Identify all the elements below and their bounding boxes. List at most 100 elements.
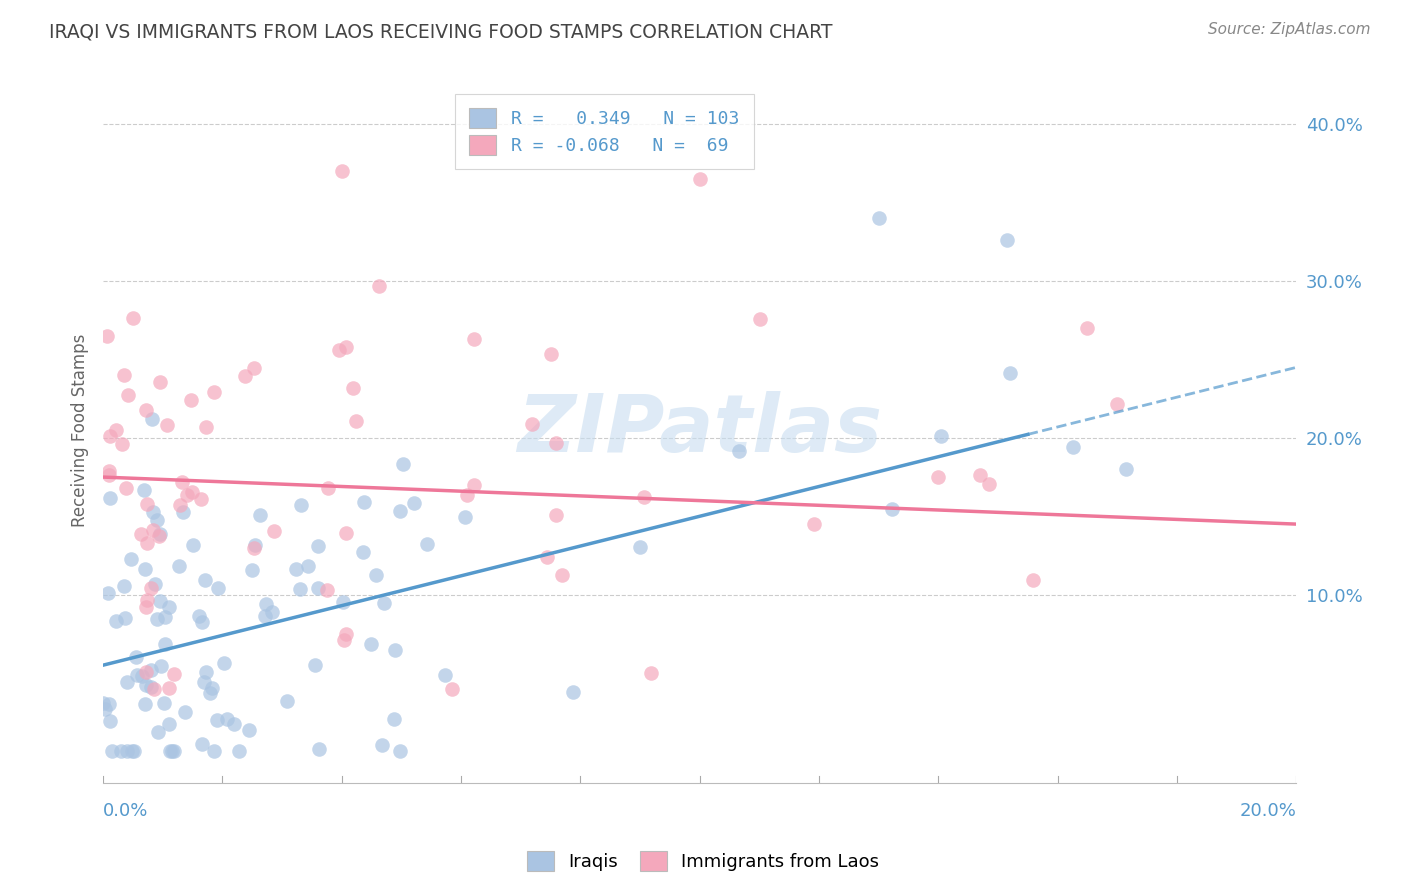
Point xyxy=(193,675,215,690)
Point xyxy=(328,343,350,357)
Point xyxy=(141,412,163,426)
Point xyxy=(136,497,159,511)
Point xyxy=(353,495,375,509)
Point xyxy=(238,723,260,738)
Point xyxy=(249,508,271,522)
Point xyxy=(104,614,127,628)
Point xyxy=(1076,321,1098,335)
Point xyxy=(367,279,389,293)
Point xyxy=(242,361,264,376)
Point xyxy=(141,581,163,595)
Point xyxy=(640,665,662,680)
Point xyxy=(304,658,326,673)
Point xyxy=(112,578,135,592)
Point xyxy=(551,567,574,582)
Point xyxy=(135,665,157,680)
Point xyxy=(1105,397,1128,411)
Point xyxy=(463,332,485,346)
Point xyxy=(156,417,179,432)
Point xyxy=(180,485,202,500)
Point xyxy=(163,667,186,681)
Point xyxy=(148,529,170,543)
Point xyxy=(307,540,329,554)
Point xyxy=(388,504,411,518)
Point xyxy=(155,637,177,651)
Point xyxy=(335,525,357,540)
Point xyxy=(254,609,277,624)
Text: 20.0%: 20.0% xyxy=(1240,802,1296,820)
Point xyxy=(125,668,148,682)
Point xyxy=(260,605,283,619)
Point xyxy=(157,717,180,731)
Point xyxy=(228,744,250,758)
Point xyxy=(1115,462,1137,476)
Point xyxy=(360,637,382,651)
Point xyxy=(373,596,395,610)
Point xyxy=(131,668,153,682)
Point xyxy=(149,594,172,608)
Point xyxy=(927,470,949,484)
Point xyxy=(188,608,211,623)
Point xyxy=(316,583,339,598)
Point xyxy=(143,576,166,591)
Point xyxy=(344,414,367,428)
Point xyxy=(332,595,354,609)
Point xyxy=(205,713,228,727)
Point xyxy=(135,402,157,417)
Text: ZIPatlas: ZIPatlas xyxy=(517,391,882,469)
Point xyxy=(803,517,825,532)
Text: Source: ZipAtlas.com: Source: ZipAtlas.com xyxy=(1208,22,1371,37)
Point xyxy=(370,738,392,752)
Legend: Iraqis, Immigrants from Laos: Iraqis, Immigrants from Laos xyxy=(520,844,886,879)
Point xyxy=(125,649,148,664)
Point xyxy=(1022,573,1045,587)
Point xyxy=(142,681,165,696)
Point xyxy=(134,697,156,711)
Point xyxy=(159,744,181,758)
Text: 0.0%: 0.0% xyxy=(103,802,149,820)
Point xyxy=(536,549,558,564)
Point xyxy=(122,311,145,326)
Point xyxy=(335,340,357,354)
Point xyxy=(242,563,264,577)
Point xyxy=(163,744,186,758)
Point xyxy=(129,526,152,541)
Point xyxy=(146,513,169,527)
Point xyxy=(149,375,172,389)
Point xyxy=(139,664,162,678)
Point xyxy=(254,597,277,611)
Point xyxy=(929,428,952,442)
Point xyxy=(111,437,134,451)
Point xyxy=(201,681,224,696)
Point xyxy=(384,643,406,657)
Point xyxy=(969,468,991,483)
Point xyxy=(689,172,711,186)
Point xyxy=(868,211,890,226)
Point xyxy=(96,329,118,343)
Point xyxy=(115,675,138,690)
Point xyxy=(159,599,181,614)
Point xyxy=(540,347,562,361)
Point xyxy=(352,545,374,559)
Point xyxy=(117,387,139,401)
Point xyxy=(463,478,485,492)
Point xyxy=(194,420,217,434)
Point xyxy=(308,742,330,756)
Point xyxy=(995,233,1018,247)
Point xyxy=(198,686,221,700)
Point xyxy=(441,681,464,696)
Point xyxy=(453,510,475,524)
Point xyxy=(146,612,169,626)
Point xyxy=(134,562,156,576)
Point xyxy=(748,311,770,326)
Point xyxy=(202,744,225,758)
Point xyxy=(153,610,176,624)
Point xyxy=(114,611,136,625)
Point xyxy=(98,714,121,729)
Point xyxy=(207,581,229,595)
Y-axis label: Receiving Food Stamps: Receiving Food Stamps xyxy=(72,334,89,527)
Point xyxy=(194,665,217,679)
Point xyxy=(97,464,120,478)
Point xyxy=(91,696,114,710)
Point xyxy=(561,684,583,698)
